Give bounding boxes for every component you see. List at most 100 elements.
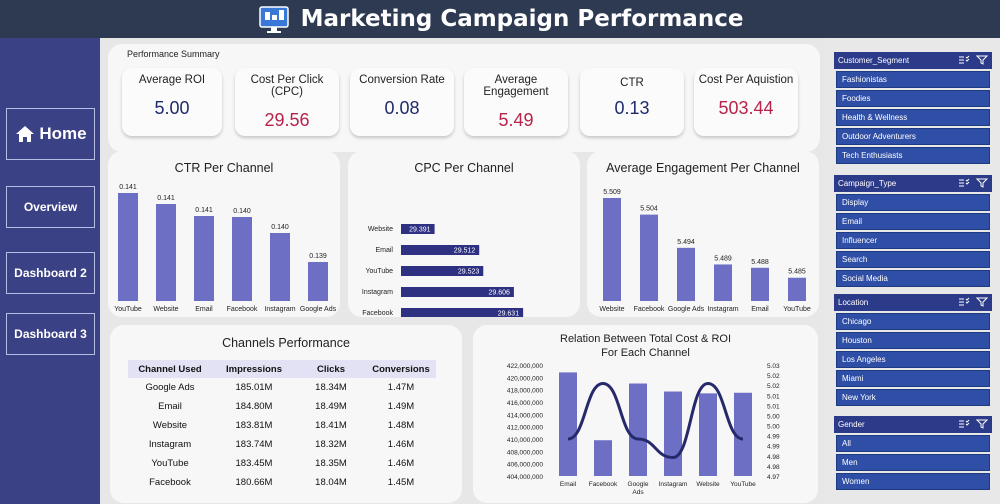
header-bar: Marketing Campaign Performance [0,0,1000,38]
kpi-label: Cost Per Click (CPC) [250,74,324,98]
slicer-icons [958,419,989,431]
table-row: Facebook 180.66M 18.04M 1.45M [128,473,436,492]
column-header: Channel Used [138,363,202,375]
multi-select-icon[interactable] [958,419,970,429]
performance-summary-card: Performance Summary Average ROI 5.00 Cos… [108,44,820,152]
bar [559,372,577,476]
bar [270,233,290,301]
slicer-title: Campaign_Type [838,179,897,188]
dashboard-3-label: Dashboard 3 [14,327,87,341]
table-cell: 18.49M [315,401,347,412]
slicer-item[interactable]: Social Media [836,270,990,287]
kpi-label: CTR [620,77,644,89]
slicer-gender: Gender All Men Women [834,416,992,492]
bar [629,383,647,476]
bar [714,264,732,301]
clear-filter-icon[interactable] [975,178,989,188]
data-label: 0.140 [233,208,251,215]
slicer-item[interactable]: Men [836,454,990,471]
slicer-icons [958,297,989,309]
multi-select-icon[interactable] [958,178,970,188]
ctr-bar-chart: 0.141 YouTube 0.141 Website 0.141 Email 0.140 F… [114,184,336,313]
table-cell: 180.66M [235,477,273,488]
kpi-card: Cost Per Click (CPC) 29.56 [235,68,339,136]
slicer-header: Campaign_Type [834,175,992,192]
category-label: YouTube [365,268,393,275]
slicer-item[interactable]: New York [836,389,990,406]
slicer-campaign-type: Campaign_Type Display Email Influencer Searc… [834,175,992,289]
slicer-item[interactable]: Miami [836,370,990,387]
table-cell: 183.74M [235,439,273,450]
y2-tick-label: 4.99 [767,444,780,451]
slicer-item[interactable]: Chicago [836,313,990,330]
cpc-bar-chart: Website 29.391 Email 29.512 YouTube 29.523 Ins… [362,224,524,317]
slicer-item[interactable]: Display [836,194,990,211]
kpi-card: CTR 0.13 [580,68,684,136]
slicer-item[interactable]: Email [836,213,990,230]
slicer-header: Location [834,294,992,311]
slicer-item[interactable]: Los Angeles [836,351,990,368]
category-label: Email [375,247,393,254]
slicer-item[interactable]: Foodies [836,90,990,107]
y2-tick-label: 5.02 [767,373,780,380]
clear-filter-icon[interactable] [975,55,989,65]
y-tick-label: 422,000,000 [507,363,544,370]
cpc-per-channel-card: CPC Per Channel Website 29.391 Email 29.512… [348,151,580,317]
slicer-item[interactable]: Fashionistas [836,71,990,88]
category-label-wrap: Ads [632,489,644,496]
roi-line [567,381,744,460]
dashboard-icon [258,6,289,33]
slicer-item[interactable]: Search [836,251,990,268]
dashboard-3-button[interactable]: Dashboard 3 [6,313,95,355]
dashboard-2-button[interactable]: Dashboard 2 [6,252,95,294]
table-cell: 18.35M [315,458,347,469]
slicer-item[interactable]: Houston [836,332,990,349]
kpi-card: Average Engagement 5.49 [464,68,568,136]
kpi-value: 5.49 [498,110,534,130]
data-label: 5.485 [788,269,806,276]
slicer-item[interactable]: Tech Enthusiasts [836,147,990,164]
slicer-item[interactable]: Health & Wellness [836,109,990,126]
kpi-label: Cost Per Aquistion [698,74,794,86]
category-label: Instagram [362,289,393,296]
slicer-item[interactable]: All [836,435,990,452]
chart-title: Average Engagement Per Channel [606,161,800,175]
y-tick-label: 416,000,000 [507,400,544,407]
kpi-card: Average ROI 5.00 [122,68,222,136]
table-cell: 1.46M [387,439,415,450]
column-header: Clicks [317,363,345,375]
slicer-item[interactable]: Influencer [836,232,990,249]
kpi-value: 29.56 [264,110,310,130]
kpi-value: 0.08 [384,98,420,118]
clear-filter-icon[interactable] [975,297,989,307]
data-label: 29.512 [454,248,476,255]
kpi-label: Average Engagement [483,74,549,98]
engagement-bar-chart: 5.509 Website 5.504 Facebook 5.494 Google Ads… [599,189,810,313]
y2-tick-label: 5.00 [767,424,780,431]
home-button[interactable]: Home [6,108,95,160]
bar [118,193,138,301]
kpi-card: Conversion Rate 0.08 [350,68,454,136]
slicer-title: Customer_Segment [838,56,910,65]
data-label: 29.523 [458,269,480,276]
table-cell: 1.48M [387,420,415,431]
overview-button[interactable]: Overview [6,186,95,228]
clear-filter-icon[interactable] [975,419,989,429]
multi-select-icon[interactable] [958,55,970,65]
category-label: Instagram [707,306,738,313]
bar [664,391,682,476]
slicer-item[interactable]: Women [836,473,990,490]
category-label: Website [599,306,624,313]
left-navigation: Home Overview Dashboard 2 Dashboard 3 [0,38,100,504]
y-tick-label: 414,000,000 [507,412,544,419]
category-label: Website [153,306,178,313]
y-tick-label: 412,000,000 [507,425,544,432]
slicer-item[interactable]: Outdoor Adventurers [836,128,990,145]
category-label: Google Ads [668,306,705,313]
multi-select-icon[interactable] [958,297,970,307]
slicer-header: Gender [834,416,992,433]
category-label: Instagram [264,306,295,313]
bar [677,247,695,301]
bar [401,308,524,317]
y2-tick-label: 4.98 [767,464,780,471]
